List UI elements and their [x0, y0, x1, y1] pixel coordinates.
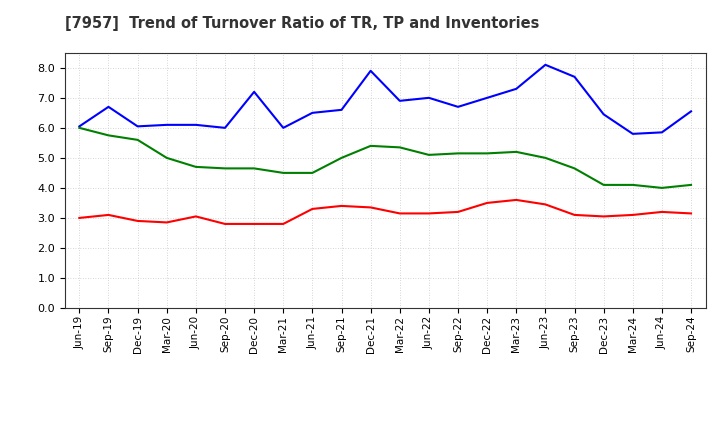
- Trade Receivables: [570, 212, 579, 217]
- Trade Payables: [220, 125, 229, 131]
- Inventories: [308, 170, 317, 176]
- Trade Receivables: [220, 221, 229, 227]
- Trade Payables: [425, 95, 433, 100]
- Trade Payables: [133, 124, 142, 129]
- Trade Payables: [279, 125, 287, 131]
- Trade Receivables: [512, 197, 521, 202]
- Inventories: [512, 149, 521, 154]
- Trade Receivables: [541, 202, 550, 207]
- Trade Receivables: [366, 205, 375, 210]
- Trade Receivables: [104, 212, 113, 217]
- Inventories: [454, 151, 462, 156]
- Inventories: [75, 125, 84, 131]
- Line: Inventories: Inventories: [79, 128, 691, 188]
- Trade Payables: [75, 124, 84, 129]
- Trade Payables: [541, 62, 550, 67]
- Trade Payables: [395, 98, 404, 103]
- Trade Payables: [483, 95, 492, 100]
- Inventories: [279, 170, 287, 176]
- Trade Receivables: [163, 220, 171, 225]
- Trade Payables: [687, 109, 696, 114]
- Line: Trade Receivables: Trade Receivables: [79, 200, 691, 224]
- Inventories: [425, 152, 433, 158]
- Inventories: [366, 143, 375, 149]
- Trade Payables: [366, 68, 375, 73]
- Trade Receivables: [75, 215, 84, 220]
- Inventories: [629, 182, 637, 187]
- Inventories: [220, 166, 229, 171]
- Trade Receivables: [483, 200, 492, 205]
- Inventories: [133, 137, 142, 143]
- Inventories: [395, 145, 404, 150]
- Line: Trade Payables: Trade Payables: [79, 65, 691, 134]
- Trade Receivables: [279, 221, 287, 227]
- Trade Payables: [308, 110, 317, 115]
- Inventories: [541, 155, 550, 161]
- Trade Payables: [104, 104, 113, 110]
- Trade Receivables: [599, 214, 608, 219]
- Trade Payables: [599, 112, 608, 117]
- Trade Receivables: [395, 211, 404, 216]
- Inventories: [104, 133, 113, 138]
- Inventories: [192, 164, 200, 169]
- Trade Payables: [454, 104, 462, 110]
- Trade Payables: [570, 74, 579, 80]
- Inventories: [570, 166, 579, 171]
- Trade Payables: [337, 107, 346, 113]
- Trade Receivables: [250, 221, 258, 227]
- Trade Receivables: [133, 218, 142, 224]
- Trade Payables: [250, 89, 258, 95]
- Trade Payables: [512, 86, 521, 92]
- Trade Receivables: [657, 209, 666, 215]
- Inventories: [599, 182, 608, 187]
- Trade Payables: [163, 122, 171, 128]
- Trade Receivables: [687, 211, 696, 216]
- Inventories: [337, 155, 346, 161]
- Inventories: [657, 185, 666, 191]
- Trade Receivables: [192, 214, 200, 219]
- Trade Payables: [192, 122, 200, 128]
- Inventories: [687, 182, 696, 187]
- Inventories: [163, 155, 171, 161]
- Trade Receivables: [308, 206, 317, 212]
- Trade Receivables: [454, 209, 462, 215]
- Trade Payables: [629, 131, 637, 136]
- Trade Receivables: [337, 203, 346, 209]
- Trade Receivables: [425, 211, 433, 216]
- Inventories: [483, 151, 492, 156]
- Trade Payables: [657, 130, 666, 135]
- Trade Receivables: [629, 212, 637, 217]
- Inventories: [250, 166, 258, 171]
- Text: [7957]  Trend of Turnover Ratio of TR, TP and Inventories: [7957] Trend of Turnover Ratio of TR, TP…: [65, 16, 539, 31]
